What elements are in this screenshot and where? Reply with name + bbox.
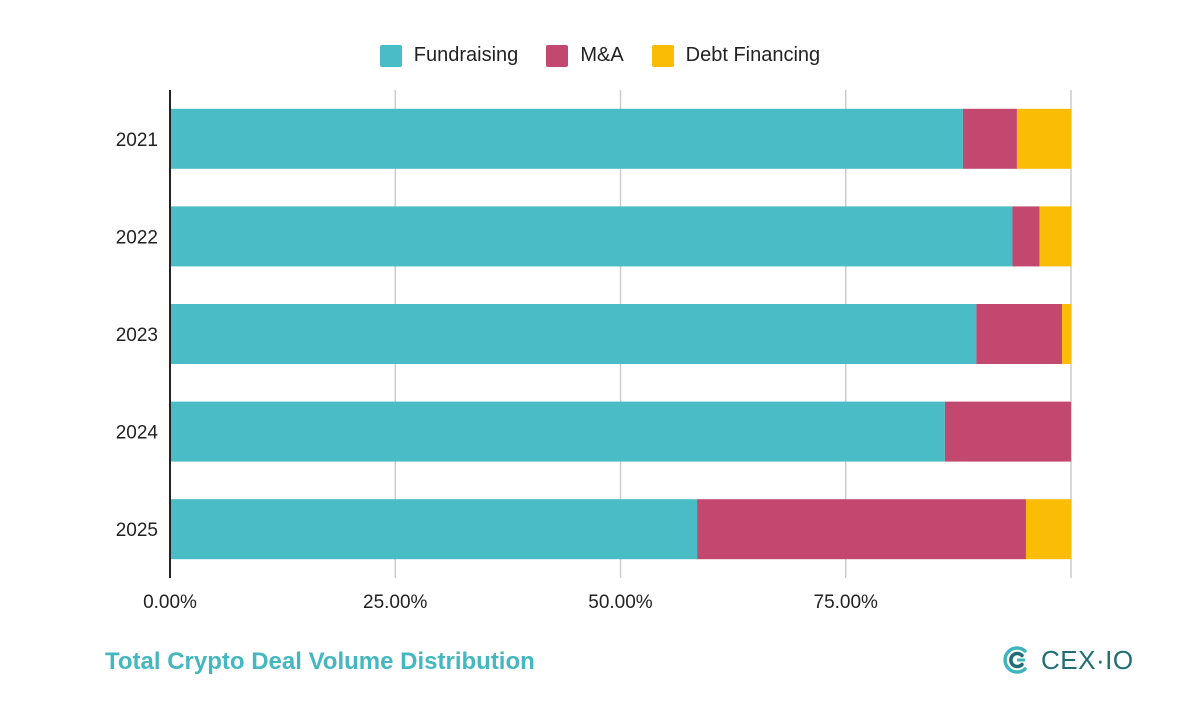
bar-segment-fundraising	[170, 401, 945, 462]
legend-swatch	[546, 44, 569, 67]
x-tick-label: 0.00%	[143, 592, 197, 613]
legend-item: Fundraising	[379, 44, 519, 67]
bar-segment-fundraising	[170, 499, 698, 560]
chart-title: Total Crypto Deal Volume Distribution	[105, 648, 535, 675]
legend-item: M&A	[546, 44, 624, 67]
legend-label: Fundraising	[413, 44, 519, 66]
bar-segment-debt-financing	[1039, 206, 1071, 267]
legend-label: M&A	[580, 44, 624, 66]
chart-legend: Fundraising M&A Debt Financing	[0, 44, 1200, 67]
bar-segment-fundraising	[170, 108, 963, 169]
brand-name: CEX·IO	[1041, 644, 1134, 675]
bar-segment-fundraising	[170, 304, 977, 364]
legend-swatch	[651, 44, 674, 67]
bar-segment-m-a	[962, 108, 1017, 169]
x-tick-label: 75.00%	[814, 592, 879, 613]
y-tick-label: 2025	[116, 520, 158, 541]
cex-io-logo-icon	[1003, 646, 1027, 674]
y-tick-label: 2021	[116, 130, 158, 151]
legend-swatch	[379, 44, 402, 67]
legend-label: Debt Financing	[685, 44, 821, 66]
bar-segment-debt-financing	[1025, 499, 1071, 560]
bar-segment-m-a	[976, 304, 1062, 364]
y-tick-label: 2024	[116, 423, 159, 444]
y-tick-label: 2023	[116, 325, 158, 346]
x-tick-label: 50.00%	[588, 592, 653, 613]
legend-item: Debt Financing	[651, 44, 821, 67]
bar-segment-m-a	[697, 499, 1026, 560]
bar-segment-fundraising	[170, 206, 1013, 267]
bar-segment-debt-financing	[1061, 304, 1071, 364]
x-tick-label: 25.00%	[363, 592, 428, 613]
bar-segment-debt-financing	[1016, 108, 1071, 169]
bar-segment-m-a	[1012, 206, 1040, 267]
brand-logo: CEX·IO	[1001, 644, 1134, 676]
bar-segment-m-a	[944, 401, 1071, 462]
y-tick-label: 2022	[116, 227, 158, 248]
